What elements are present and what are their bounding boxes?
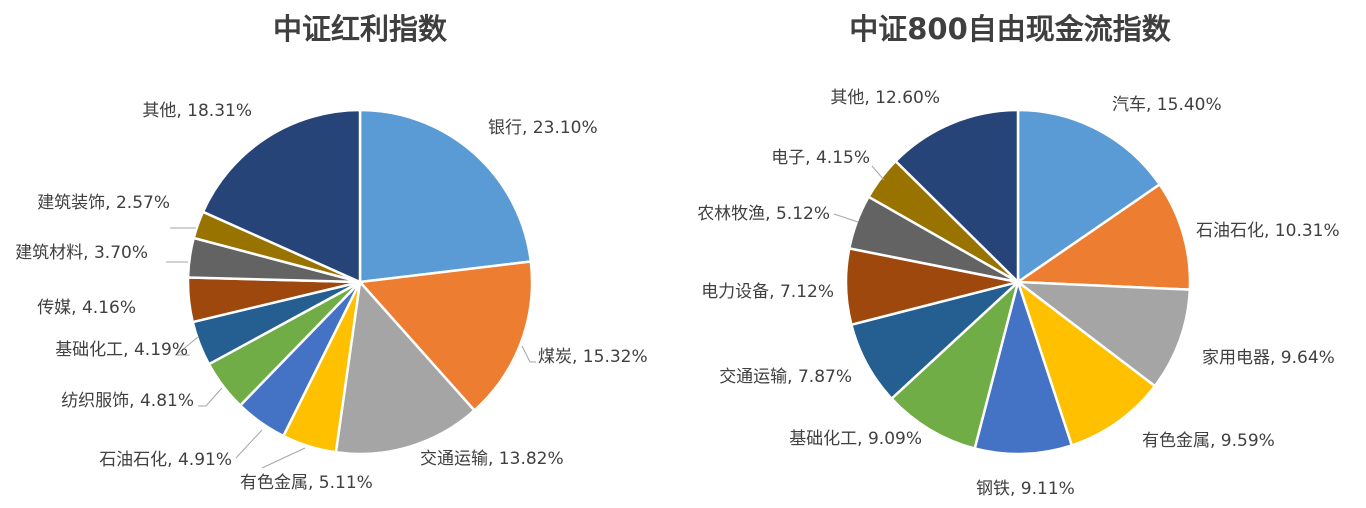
chart-title-dividend-index: 中证红利指数 — [272, 12, 447, 46]
pie-fcf-index: 汽车, 15.40% 石油石化, 10.31% 家用电器, 9.64% 有色金属, 9… — [697, 88, 1339, 499]
pie-slice — [357, 260, 534, 413]
pie-slice — [1014, 280, 1192, 388]
leader-line — [521, 345, 536, 363]
slice-data-label: 家用电器, 9.64% — [1202, 348, 1335, 368]
slice-data-label: 交通运输, 13.82% — [420, 449, 564, 469]
leader-line — [198, 387, 223, 407]
slice-data-label: 基础化工, 9.09% — [789, 429, 922, 449]
slice-data-label: 电子, 4.15% — [771, 148, 870, 168]
slice-data-label: 石油石化, 10.31% — [1196, 221, 1340, 241]
pie-slice — [973, 277, 1074, 456]
leader-line — [833, 213, 859, 223]
slice-data-label: 基础化工, 4.19% — [55, 340, 188, 360]
slice-data-label: 农林牧渔, 5.12% — [697, 204, 830, 224]
pie-slice — [334, 279, 477, 456]
slice-data-label: 汽车, 15.40% — [1112, 95, 1222, 115]
slice-data-label: 其他, 18.31% — [142, 101, 252, 121]
slice-data-label: 银行, 23.10% — [488, 118, 598, 138]
slice-data-label: 交通运输, 7.87% — [719, 367, 852, 387]
pie-slice — [1014, 182, 1192, 291]
pie-dividend-index: 银行, 23.10% 煤炭, 15.32% 交通运输, 13.82% 有色金属, 5.… — [15, 101, 647, 493]
leader-line — [871, 165, 885, 181]
slice-data-label: 建筑装饰, 2.57% — [37, 193, 170, 213]
slice-data-label: 有色金属, 9.59% — [1142, 431, 1275, 451]
pie-slice — [889, 278, 1021, 450]
pie-slice — [1016, 108, 1162, 285]
slice-data-label: 其他, 12.60% — [830, 88, 940, 108]
slice-data-label: 有色金属, 5.11% — [240, 473, 373, 493]
slice-data-label: 建筑材料, 3.70% — [15, 243, 148, 263]
slice-data-label: 石油石化, 4.91% — [99, 450, 232, 470]
pie-slice — [1015, 278, 1157, 447]
leader-line — [174, 336, 199, 356]
leader-line — [235, 429, 263, 459]
chart-title-fcf-index: 中证800自由现金流指数 — [849, 12, 1171, 46]
slice-data-label: 煤炭, 15.32% — [538, 347, 648, 367]
pie-slice — [201, 108, 362, 284]
slice-data-label: 纺织服饰, 4.81% — [61, 391, 194, 411]
slice-data-label: 传媒, 4.16% — [37, 298, 136, 318]
leader-line — [261, 447, 306, 469]
slice-data-label: 电力设备, 7.12% — [701, 282, 834, 302]
pie-slice — [893, 108, 1020, 285]
slice-data-label: 钢铁, 9.11% — [976, 479, 1075, 499]
pie-slice — [358, 108, 533, 284]
